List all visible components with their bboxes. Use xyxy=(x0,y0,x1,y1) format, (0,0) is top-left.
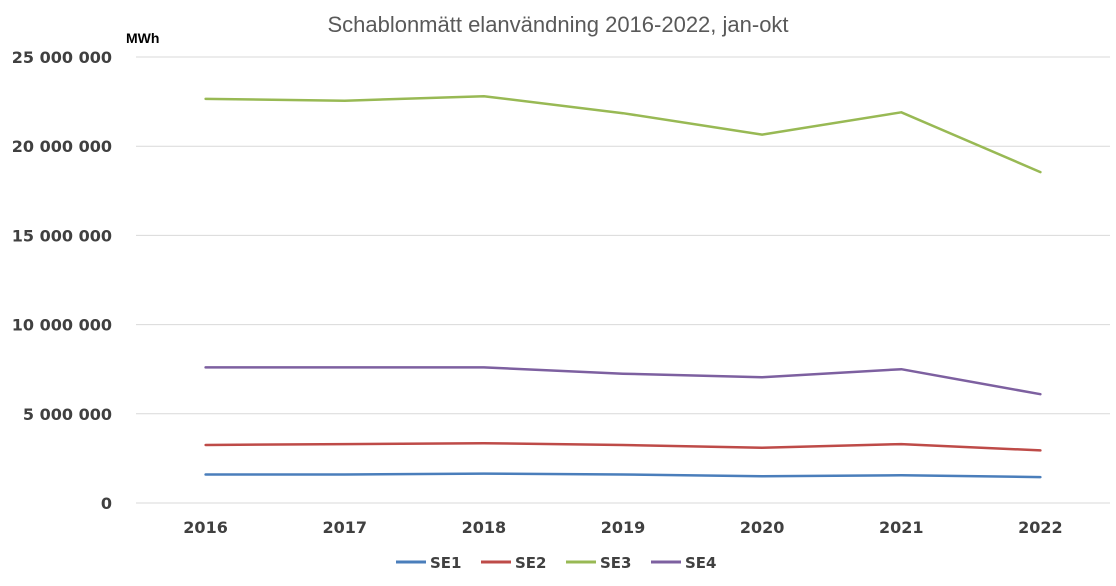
legend-label: SE1 xyxy=(430,554,462,572)
series-line-se1 xyxy=(204,472,1042,479)
y-tick-label: 25 000 000 xyxy=(12,48,112,67)
series-line-se2 xyxy=(204,441,1042,452)
legend-item-se2: SE2 xyxy=(481,554,547,572)
y-tick-label: 15 000 000 xyxy=(12,226,112,245)
legend-label: SE4 xyxy=(685,554,717,572)
y-axis-ticks: 0 5 000 000 10 000 000 15 000 000 20 000 000… xyxy=(12,48,112,513)
series-line-se3 xyxy=(204,94,1042,174)
chart-title: Schablonmätt elanvändning 2016-2022, jan… xyxy=(327,12,788,37)
legend-item-se1: SE1 xyxy=(396,554,462,572)
x-tick-label: 2020 xyxy=(740,518,785,537)
x-tick-label: 2017 xyxy=(322,518,367,537)
y-tick-label: 10 000 000 xyxy=(12,316,112,335)
x-tick-label: 2019 xyxy=(601,518,646,537)
y-tick-label: 5 000 000 xyxy=(23,405,112,424)
series-lines xyxy=(204,94,1042,479)
gridlines xyxy=(136,56,1110,504)
legend-label: SE2 xyxy=(515,554,547,572)
series-line-se4 xyxy=(204,366,1042,396)
y-unit-label: MWh xyxy=(126,30,159,46)
legend-item-se3: SE3 xyxy=(566,554,632,572)
x-axis-ticks: 2016 2017 2018 2019 2020 2021 2022 xyxy=(183,518,1062,537)
legend-label: SE3 xyxy=(600,554,632,572)
x-tick-label: 2022 xyxy=(1018,518,1063,537)
x-tick-label: 2016 xyxy=(183,518,228,537)
legend-item-se4: SE4 xyxy=(651,554,717,572)
x-tick-label: 2021 xyxy=(879,518,924,537)
y-tick-label: 20 000 000 xyxy=(12,137,112,156)
legend: SE1 SE2 SE3 SE4 xyxy=(396,554,717,572)
y-tick-label: 0 xyxy=(101,494,112,513)
x-tick-label: 2018 xyxy=(462,518,507,537)
